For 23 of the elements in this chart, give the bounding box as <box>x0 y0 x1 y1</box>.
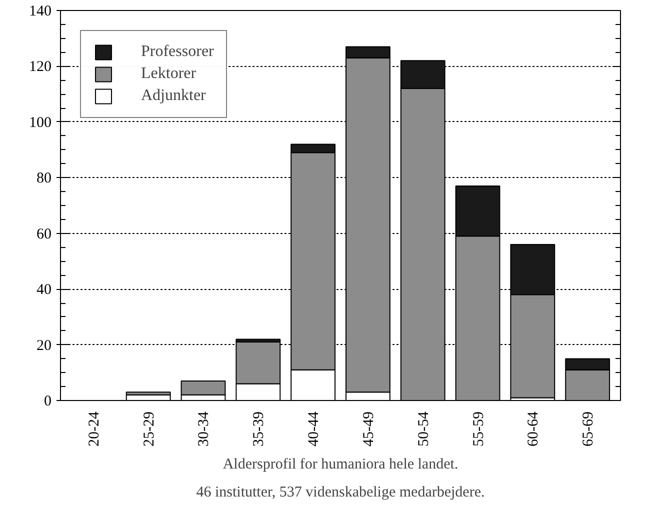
y-tick-label: 20 <box>36 338 52 354</box>
x-tick-label: 65-69 <box>580 411 597 446</box>
y-tick-label: 80 <box>36 170 52 187</box>
x-tick-label: 50-54 <box>416 411 432 446</box>
text: Aldersprofil for humaniora hele landet. <box>222 456 458 472</box>
x-tick-label: 30-34 <box>196 411 212 446</box>
y-tick-label: 0 <box>44 394 52 410</box>
x-tick-label: 45-49 <box>360 411 377 446</box>
legend-label: Lektorer <box>141 65 196 83</box>
x-tick-label: 60-64 <box>526 411 542 446</box>
x-tick-label: 35-39 <box>251 411 268 446</box>
y-tick-label: 120 <box>29 59 52 76</box>
x-tick-label: 25-29 <box>141 411 158 446</box>
y-tick-label: 100 <box>29 114 52 131</box>
legend-label: Professorer <box>141 43 214 61</box>
x-tick-label: 40-44 <box>306 411 322 446</box>
x-tick-label: 55-59 <box>470 411 487 446</box>
text: 46 institutter, 537 videnskabelige medarbejdere. <box>196 484 485 500</box>
legend-label: Adjunkter <box>141 87 206 105</box>
y-tick-label: 140 <box>29 4 52 20</box>
x-tick-label: 20-24 <box>86 411 102 446</box>
y-tick-label: 60 <box>36 226 52 242</box>
y-tick-label: 40 <box>36 282 52 298</box>
